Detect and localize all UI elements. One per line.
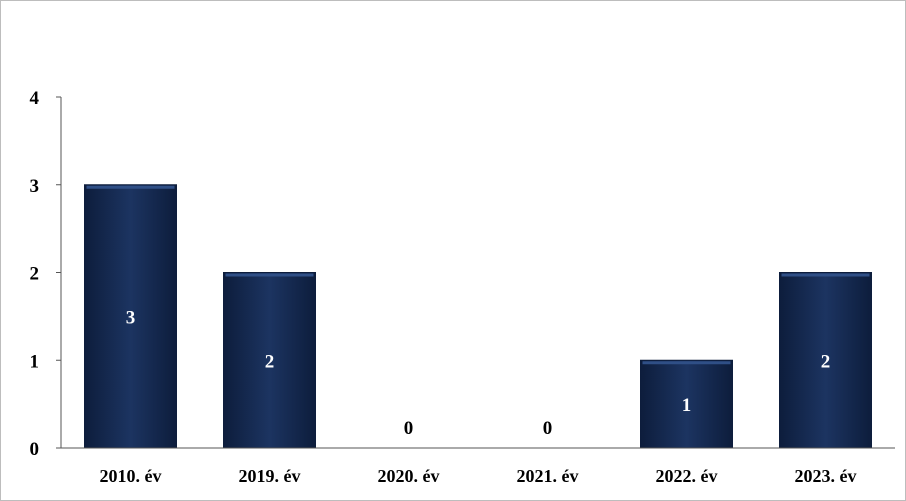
bar-top-highlight	[642, 361, 731, 365]
data-label: 2	[265, 351, 275, 372]
bar	[223, 272, 316, 449]
bar-top-highlight	[781, 273, 870, 277]
x-axis: 2010. év 2019. év 2020. év 2021. év 2022. év…	[61, 447, 895, 486]
y-tick-label: 0	[30, 439, 40, 460]
data-label: 2	[821, 351, 831, 372]
bar-top-highlight	[225, 273, 314, 277]
y-tick-label: 1	[30, 351, 40, 372]
data-label: 1	[682, 395, 692, 416]
data-label: 0	[404, 418, 414, 439]
data-label: 3	[126, 307, 136, 328]
bar	[640, 359, 733, 449]
data-label: 0	[543, 418, 553, 439]
x-category-label: 2022. év	[656, 466, 718, 486]
y-tick-label: 4	[30, 88, 40, 109]
bars: 3 2 0 0 1 2	[84, 184, 872, 449]
x-category-label: 2010. év	[100, 466, 162, 486]
x-category-label: 2023. év	[795, 466, 857, 486]
y-tick-label: 2	[30, 264, 40, 285]
y-axis: 0 1 2 3 4	[30, 88, 62, 460]
x-category-label: 2021. év	[517, 466, 579, 486]
x-category-label: 2020. év	[378, 466, 440, 486]
bar-top-highlight	[86, 185, 175, 189]
bar	[779, 272, 872, 449]
x-category-label: 2019. év	[239, 466, 301, 486]
y-tick-label: 3	[30, 176, 40, 197]
